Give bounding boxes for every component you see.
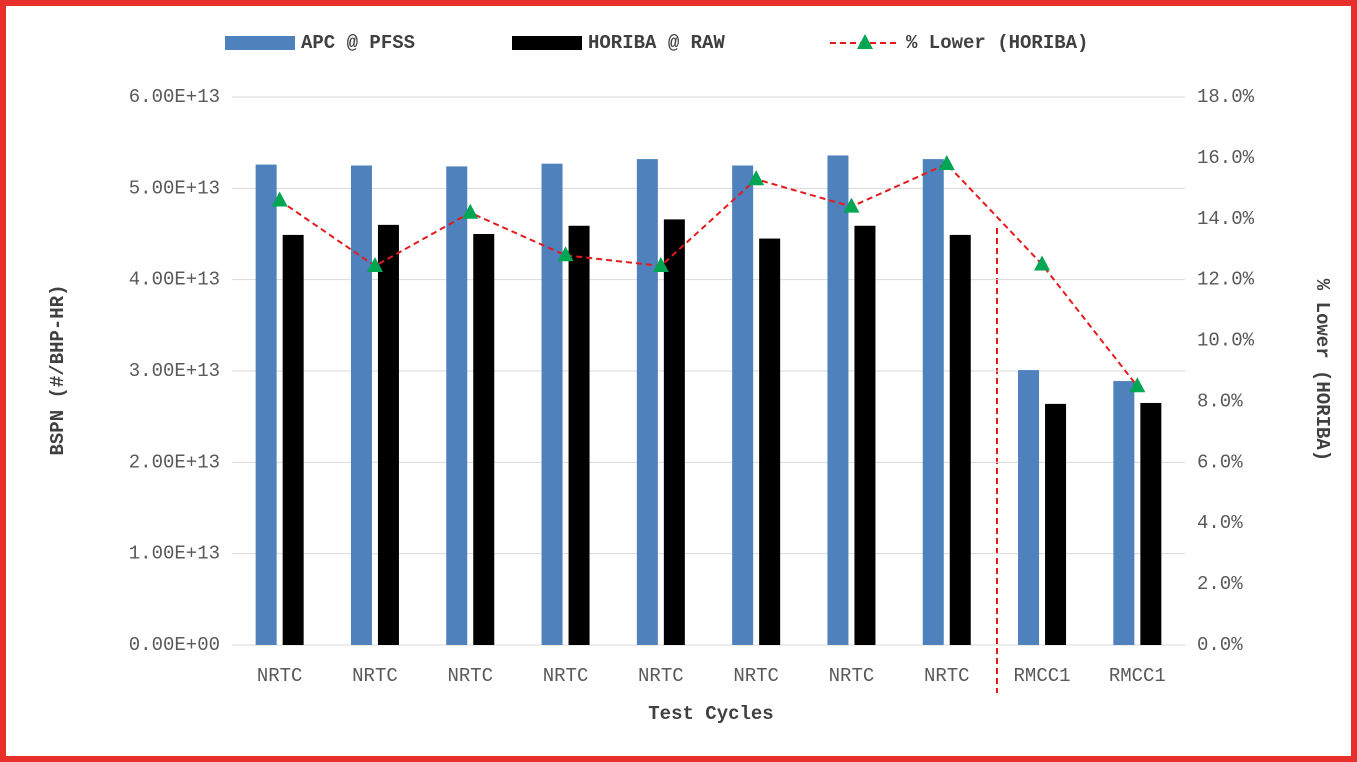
x-tick-label: NRTC	[829, 665, 875, 687]
y2-tick-label: 0.0%	[1197, 634, 1243, 656]
bar	[663, 219, 685, 646]
y-tick-label: 0.00E+00	[129, 634, 220, 656]
y-tick-label: 2.00E+13	[129, 451, 220, 473]
y2-tick-label: 18.0%	[1197, 86, 1255, 108]
y2-axis-label: % Lower (HORIBA)	[1311, 279, 1333, 461]
y-tick-label: 5.00E+13	[129, 177, 220, 199]
bar	[827, 155, 849, 645]
y2-tick-label: 14.0%	[1197, 208, 1255, 230]
bar	[377, 224, 399, 645]
x-tick-label: NRTC	[352, 665, 398, 687]
bar	[759, 238, 781, 646]
legend-label: HORIBA @ RAW	[588, 32, 725, 54]
line	[279, 162, 1139, 387]
bar	[949, 234, 971, 645]
y2-tick-label: 16.0%	[1197, 147, 1255, 169]
y-tick-label: 3.00E+13	[129, 360, 220, 382]
y-tick-label: 4.00E+13	[129, 269, 220, 291]
legend-swatch	[512, 36, 582, 50]
marker	[748, 170, 765, 186]
bar	[636, 159, 658, 645]
x-axis-label: Test Cycles	[648, 703, 773, 725]
x-tick-label: RMCC1	[1014, 665, 1071, 687]
legend-label: APC @ PFSS	[301, 32, 415, 54]
bar	[1113, 381, 1135, 645]
marker	[652, 256, 669, 272]
bar	[541, 163, 563, 645]
y-tick-label: 6.00E+13	[129, 86, 220, 108]
y2-tick-label: 10.0%	[1197, 330, 1255, 352]
legend-swatch	[225, 36, 295, 50]
bar	[350, 165, 372, 645]
bar	[732, 165, 754, 645]
marker	[271, 191, 288, 207]
y2-tick-label: 6.0%	[1197, 451, 1243, 473]
bar	[282, 234, 304, 645]
x-tick-label: NRTC	[924, 665, 970, 687]
bar	[255, 164, 277, 645]
y2-tick-label: 8.0%	[1197, 390, 1243, 412]
bar	[1018, 370, 1040, 645]
marker	[938, 154, 955, 170]
x-tick-label: NRTC	[638, 665, 684, 687]
marker	[843, 197, 860, 213]
bar	[473, 234, 495, 645]
marker	[1034, 255, 1051, 271]
y2-tick-label: 4.0%	[1197, 512, 1243, 534]
marker	[557, 246, 574, 262]
y-axis-label: BSPN (#/BHP-HR)	[47, 284, 69, 455]
bar	[922, 159, 944, 645]
x-tick-label: NRTC	[447, 665, 493, 687]
bar	[568, 225, 590, 645]
x-tick-label: NRTC	[543, 665, 589, 687]
x-tick-label: NRTC	[733, 665, 779, 687]
bar	[854, 225, 876, 645]
x-tick-label: NRTC	[257, 665, 303, 687]
legend-label: % Lower (HORIBA)	[906, 32, 1088, 54]
bar	[446, 166, 468, 645]
marker	[366, 256, 383, 272]
y2-tick-label: 2.0%	[1197, 573, 1243, 595]
bar	[1140, 402, 1162, 645]
y-tick-label: 1.00E+13	[129, 543, 220, 565]
marker	[1129, 377, 1146, 393]
marker	[462, 203, 479, 219]
bar	[1045, 403, 1067, 645]
y2-tick-label: 12.0%	[1197, 269, 1255, 291]
legend-marker	[857, 34, 873, 49]
x-tick-label: RMCC1	[1109, 665, 1166, 687]
